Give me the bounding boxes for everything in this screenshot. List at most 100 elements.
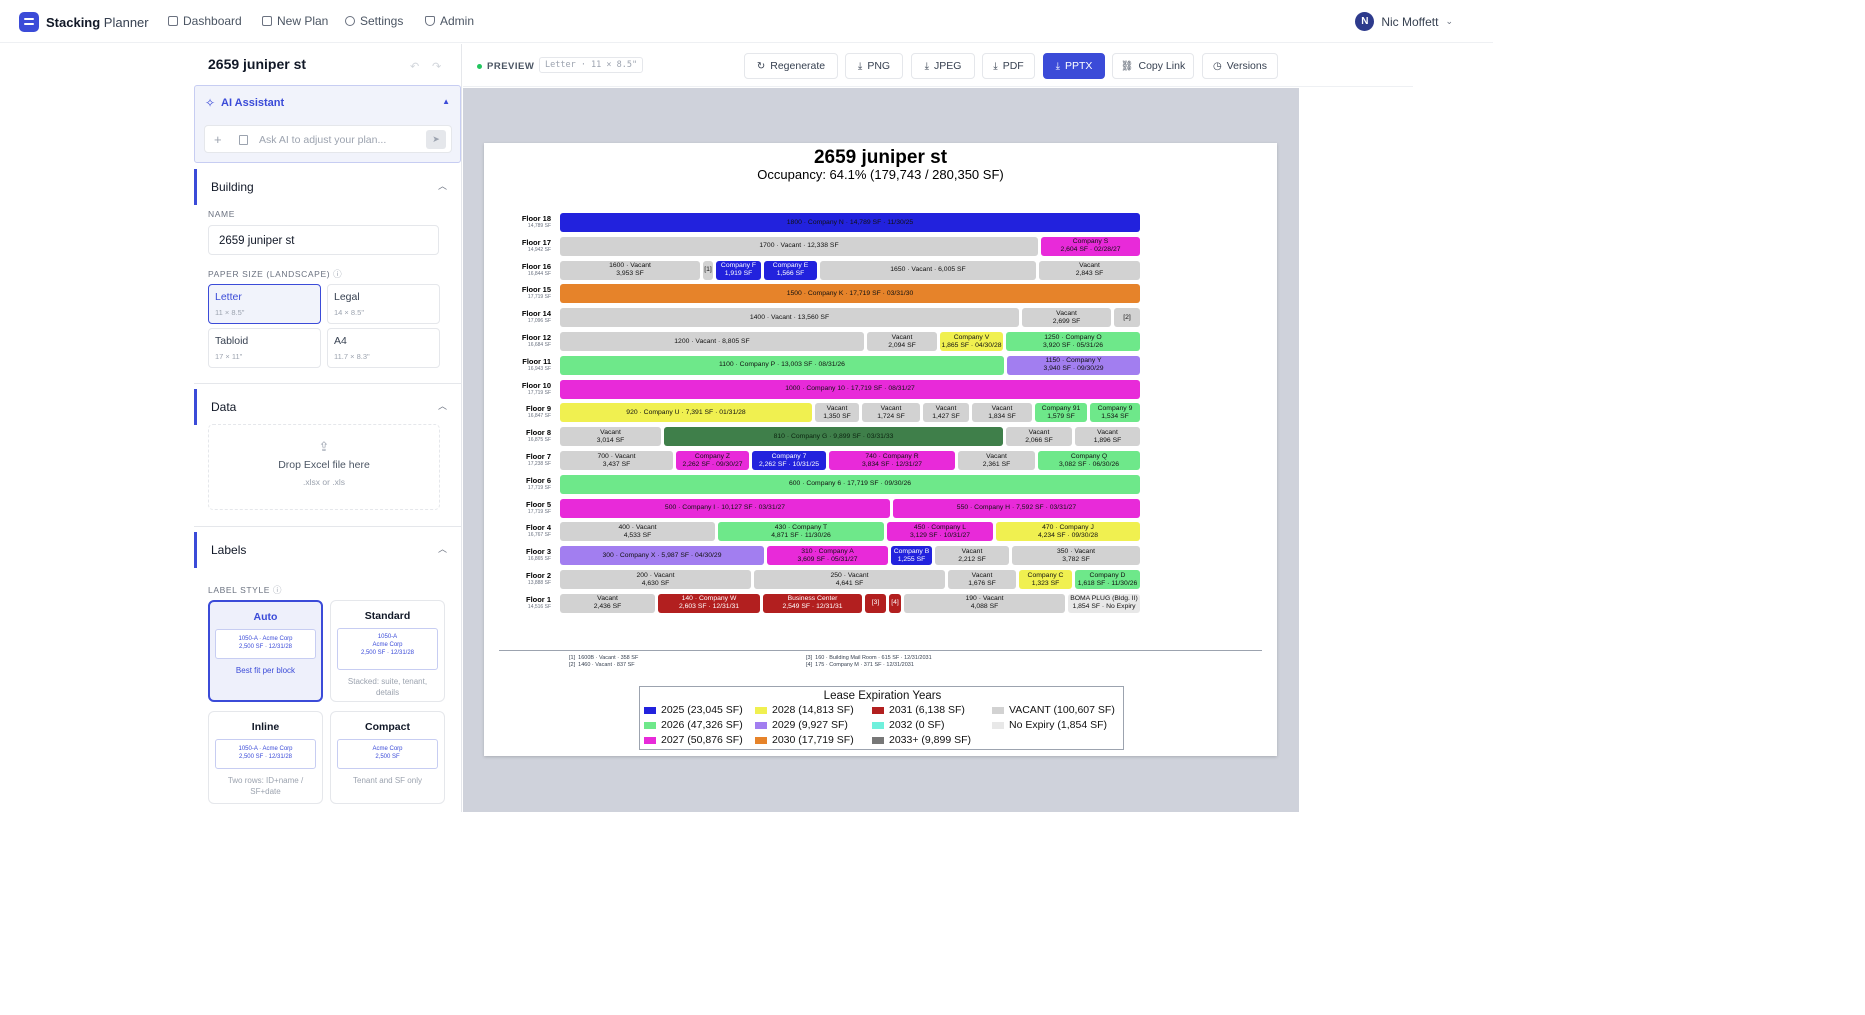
suite-block[interactable]: [1] bbox=[703, 260, 713, 280]
suite-block[interactable]: [3] bbox=[865, 593, 886, 613]
suite-block[interactable]: 350 · Vacant 3,782 SF bbox=[1012, 546, 1140, 566]
suite-block[interactable]: 1100 · Company P · 13,003 SF · 08/31/26 bbox=[560, 355, 1004, 375]
collapse-icon[interactable]: ▲ bbox=[442, 97, 450, 106]
redo-icon[interactable]: ↷ bbox=[432, 61, 442, 73]
suite-block[interactable]: Company D 1,618 SF · 11/30/26 bbox=[1075, 570, 1140, 589]
suite-block[interactable]: Vacant 1,834 SF bbox=[972, 403, 1032, 423]
suite-block[interactable]: 600 · Company 6 · 17,719 SF · 09/30/26 bbox=[560, 474, 1140, 494]
suite-block[interactable]: Company F 1,919 SF bbox=[716, 260, 761, 280]
paper-option-legal[interactable]: Legal 14 × 8.5" bbox=[327, 284, 440, 324]
pdf-export-button[interactable]: ⤓ PDF bbox=[982, 53, 1035, 79]
ai-input-box[interactable]: + Ask AI to adjust your plan... ➤ bbox=[204, 125, 452, 153]
suite-block[interactable]: 1650 · Vacant · 6,005 SF bbox=[820, 260, 1036, 280]
suite-block[interactable]: Company Z 2,262 SF · 09/30/27 bbox=[676, 451, 749, 470]
label-style-standard[interactable]: Standard 1050-A Acme Corp 2,500 SF · 12/31… bbox=[330, 600, 445, 702]
suite-block[interactable]: Vacant 1,676 SF bbox=[948, 570, 1016, 589]
suite-block[interactable]: Vacant 1,724 SF bbox=[862, 403, 920, 423]
suite-block[interactable]: Company C 1,323 SF bbox=[1019, 570, 1072, 589]
label-style-compact[interactable]: Compact Acme Corp 2,500 SF Tenant and SF … bbox=[330, 711, 445, 804]
suite-block[interactable]: 310 · Company A 3,609 SF · 05/31/27 bbox=[767, 546, 888, 566]
undo-icon[interactable]: ↶ bbox=[410, 61, 420, 73]
suite-block[interactable]: Vacant 1,896 SF bbox=[1075, 427, 1140, 447]
suite-block[interactable]: 200 · Vacant 4,630 SF bbox=[560, 570, 751, 589]
paper-option-a4[interactable]: A4 11.7 × 8.3" bbox=[327, 328, 440, 368]
paper-option-letter[interactable]: Letter 11 × 8.5" bbox=[208, 284, 321, 324]
suite-block[interactable]: [4] bbox=[889, 593, 901, 613]
suite-block[interactable]: 810 · Company G · 9,899 SF · 03/31/33 bbox=[664, 427, 1003, 447]
legend-swatch bbox=[992, 721, 1004, 729]
suite-block[interactable]: [2] bbox=[1114, 308, 1140, 328]
suite-block[interactable]: 1150 · Company Y 3,940 SF · 09/30/29 bbox=[1007, 355, 1140, 375]
suite-block[interactable]: 1400 · Vacant · 13,560 SF bbox=[560, 308, 1019, 328]
suite-block[interactable]: Company 9 1,534 SF bbox=[1090, 403, 1140, 423]
suite-block[interactable]: Company B 1,255 SF bbox=[891, 546, 932, 566]
paper-option-tabloid[interactable]: Tabloid 17 × 11" bbox=[208, 328, 321, 368]
label-style-auto[interactable]: Auto 1050-A · Acme Corp 2,500 SF · 12/31/… bbox=[208, 600, 323, 702]
suite-block[interactable]: Vacant 2,094 SF bbox=[867, 332, 937, 351]
suite-block[interactable]: Business Center 2,549 SF · 12/31/31 bbox=[763, 593, 862, 613]
suite-block[interactable]: 1700 · Vacant · 12,338 SF bbox=[560, 236, 1038, 256]
suite-block[interactable]: 140 · Company W 2,603 SF · 12/31/31 bbox=[658, 593, 760, 613]
user-menu[interactable]: N Nic Moffett ⌄ bbox=[1355, 12, 1453, 31]
suite-block[interactable]: 400 · Vacant 4,533 SF bbox=[560, 522, 715, 542]
suite-block[interactable]: 250 · Vacant 4,641 SF bbox=[754, 570, 945, 589]
suite-block[interactable]: Company S 2,604 SF · 02/28/27 bbox=[1041, 236, 1140, 256]
suite-block[interactable]: 1600 · Vacant 3,953 SF bbox=[560, 260, 700, 280]
suite-block[interactable]: Vacant 3,014 SF bbox=[560, 427, 661, 447]
nav-settings[interactable]: Settings bbox=[345, 14, 403, 28]
nav-new-plan[interactable]: New Plan bbox=[262, 14, 328, 28]
suite-block[interactable]: 1500 · Company K · 17,719 SF · 03/31/30 bbox=[560, 284, 1140, 304]
png-export-button[interactable]: ⤓ PNG bbox=[845, 53, 903, 79]
section-building-header[interactable]: Building ︿ bbox=[194, 169, 461, 205]
excel-dropzone[interactable]: ⇪ Drop Excel file here .xlsx or .xls bbox=[208, 424, 440, 510]
suite-block[interactable]: 430 · Company T 4,871 SF · 11/30/26 bbox=[718, 522, 884, 542]
pptx-export-button[interactable]: ⤓ PPTX bbox=[1043, 53, 1105, 79]
regenerate-button[interactable]: ↻ Regenerate bbox=[744, 53, 838, 79]
user-name: Nic Moffett bbox=[1381, 14, 1439, 29]
suite-block[interactable]: 550 · Company H · 7,592 SF · 03/31/27 bbox=[893, 498, 1140, 518]
suite-block[interactable]: 1000 · Company 10 · 17,719 SF · 08/31/27 bbox=[560, 379, 1140, 399]
nav-dashboard[interactable]: Dashboard bbox=[168, 14, 242, 28]
versions-button[interactable]: ◷ Versions bbox=[1202, 53, 1278, 79]
attach-document-icon[interactable] bbox=[239, 135, 248, 145]
suite-block[interactable]: 300 · Company X · 5,987 SF · 04/30/29 bbox=[560, 546, 764, 566]
suite-block[interactable]: Company 7 2,262 SF · 10/31/25 bbox=[752, 451, 826, 470]
suite-block[interactable]: Company Q 3,082 SF · 06/30/26 bbox=[1038, 451, 1140, 470]
suite-block[interactable]: 1200 · Vacant · 8,805 SF bbox=[560, 332, 864, 351]
suite-block[interactable]: 1800 · Company N · 14,789 SF · 11/30/25 bbox=[560, 213, 1140, 232]
building-name-input[interactable]: 2659 juniper st bbox=[208, 225, 439, 255]
label-style-inline[interactable]: Inline 1050-A · Acme Corp 2,500 SF · 12/3… bbox=[208, 711, 323, 804]
suite-block[interactable]: Vacant 2,843 SF bbox=[1039, 260, 1140, 280]
suite-block[interactable]: Vacant 2,361 SF bbox=[958, 451, 1035, 470]
ai-input-placeholder[interactable]: Ask AI to adjust your plan... bbox=[259, 134, 387, 146]
nav-admin[interactable]: Admin bbox=[425, 14, 474, 28]
section-labels-header[interactable]: Labels ︿ bbox=[194, 532, 461, 568]
app-logo-icon[interactable] bbox=[19, 12, 39, 32]
suite-block[interactable]: Vacant 2,212 SF bbox=[935, 546, 1009, 566]
suite-block[interactable]: 450 · Company L 3,129 SF · 10/31/27 bbox=[887, 522, 993, 542]
suite-block[interactable]: 700 · Vacant 3,437 SF bbox=[560, 451, 673, 470]
plus-icon[interactable]: + bbox=[214, 132, 222, 147]
suite-block[interactable]: 470 · Company J 4,234 SF · 09/30/28 bbox=[996, 522, 1140, 542]
section-data-header[interactable]: Data ︿ bbox=[194, 389, 461, 425]
suite-block[interactable]: Vacant 2,436 SF bbox=[560, 593, 655, 613]
suite-block[interactable]: Vacant 1,350 SF bbox=[815, 403, 859, 423]
send-icon[interactable]: ➤ bbox=[426, 130, 446, 149]
suite-block[interactable]: Vacant 1,427 SF bbox=[923, 403, 969, 423]
suite-block[interactable]: Company V 1,865 SF · 04/30/28 bbox=[940, 332, 1003, 351]
copy-link-button[interactable]: ⛓ Copy Link bbox=[1112, 53, 1194, 79]
suite-block[interactable]: 1250 · Company O 3,920 SF · 05/31/26 bbox=[1006, 332, 1140, 351]
jpeg-export-button[interactable]: ⤓ JPEG bbox=[911, 53, 975, 79]
suite-block[interactable]: BOMA PLUG (Bldg. II) 1,854 SF · No Expiry bbox=[1068, 593, 1140, 613]
app-brand[interactable]: Stacking Planner bbox=[46, 15, 149, 30]
suite-block[interactable]: Vacant 2,066 SF bbox=[1006, 427, 1072, 447]
suite-block[interactable]: 920 · Company U · 7,391 SF · 01/31/28 bbox=[560, 403, 812, 423]
suite-block[interactable]: 740 · Company R 3,834 SF · 12/31/27 bbox=[829, 451, 955, 470]
floor-label: Floor 4 16,767 SF bbox=[525, 523, 551, 539]
suite-block[interactable]: 190 · Vacant 4,088 SF bbox=[904, 593, 1065, 613]
suite-block[interactable]: Vacant 2,699 SF bbox=[1022, 308, 1111, 328]
suite-block[interactable]: 500 · Company I · 10,127 SF · 03/31/27 bbox=[560, 498, 890, 518]
avatar: N bbox=[1355, 12, 1375, 31]
suite-block[interactable]: Company E 1,566 SF bbox=[764, 260, 817, 280]
suite-block[interactable]: Company 91 1,579 SF bbox=[1035, 403, 1087, 423]
